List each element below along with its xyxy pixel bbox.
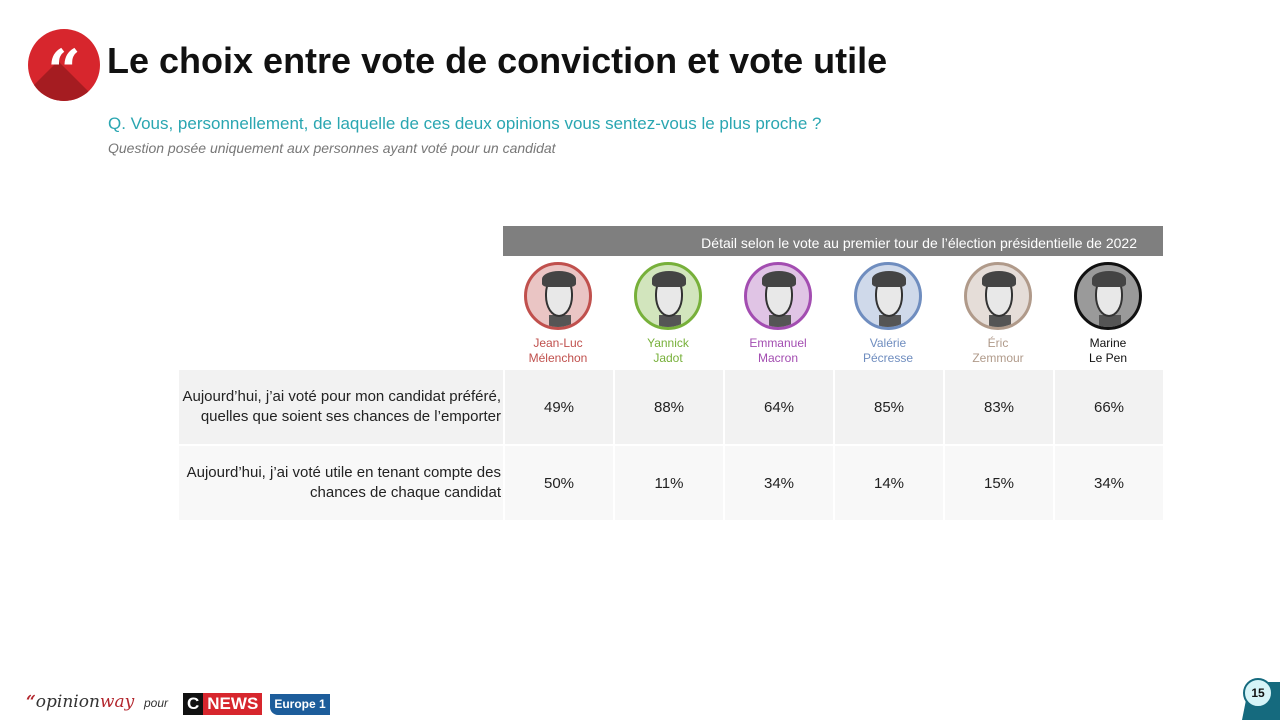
page-number: 15 bbox=[1243, 678, 1273, 708]
candidate-last-name: Jadot bbox=[653, 351, 683, 365]
candidate-column: Valérie Pécresse bbox=[833, 258, 943, 370]
portrait-hair bbox=[762, 271, 796, 287]
candidate-portrait-icon bbox=[634, 262, 702, 330]
portrait-hair bbox=[872, 271, 906, 287]
portrait-neck bbox=[549, 315, 571, 327]
quote-glyph: “ bbox=[47, 37, 81, 101]
candidate-name: Yannick Jadot bbox=[647, 336, 689, 366]
candidate-last-name: Macron bbox=[757, 351, 798, 365]
portrait-hair bbox=[652, 271, 686, 287]
question-text: Q. Vous, personnellement, de laquelle de… bbox=[108, 114, 822, 133]
table-cell: 15% bbox=[943, 446, 1053, 520]
cnews-logo: C NEWS bbox=[183, 693, 263, 715]
portrait-neck bbox=[769, 315, 791, 327]
table-cell: 64% bbox=[723, 370, 833, 444]
table-cell: 83% bbox=[943, 370, 1053, 444]
candidate-portrait-icon bbox=[964, 262, 1032, 330]
candidate-last-name: Le Pen bbox=[1088, 351, 1128, 365]
candidate-column: Yannick Jadot bbox=[613, 258, 723, 370]
candidate-first-name: Jean-Luc bbox=[533, 336, 583, 350]
portrait-hair bbox=[982, 271, 1016, 287]
cnews-news: NEWS bbox=[203, 693, 263, 715]
candidate-column: Emmanuel Macron bbox=[723, 258, 833, 370]
table-cell: 14% bbox=[833, 446, 943, 520]
table-cell: 49% bbox=[503, 370, 613, 444]
table-cell: 34% bbox=[723, 446, 833, 520]
candidate-last-name: Mélenchon bbox=[528, 351, 588, 365]
brand-quote: “ bbox=[26, 692, 36, 712]
candidate-portrait-icon bbox=[1074, 262, 1142, 330]
table-cell: 50% bbox=[503, 446, 613, 520]
cnews-c: C bbox=[183, 693, 204, 715]
opinionway-logo: “opinionway bbox=[26, 692, 134, 712]
table-banner: Détail selon le vote au premier tour de … bbox=[503, 226, 1163, 256]
candidate-portrait-icon bbox=[524, 262, 592, 330]
portrait-neck bbox=[879, 315, 901, 327]
candidate-name: Éric Zemmour bbox=[972, 336, 1023, 366]
candidate-first-name: Valérie bbox=[869, 336, 907, 350]
portrait-neck bbox=[1099, 315, 1121, 327]
candidate-name: Jean-Luc Mélenchon bbox=[529, 336, 588, 366]
candidate-first-name: Yannick bbox=[647, 336, 689, 350]
candidate-last-name: Pécresse bbox=[862, 351, 914, 365]
page-title: Le choix entre vote de conviction et vot… bbox=[107, 40, 888, 81]
footer-pour: pour bbox=[144, 696, 169, 710]
candidate-first-name: Emmanuel bbox=[749, 336, 807, 350]
brand-way: way bbox=[99, 692, 135, 712]
candidate-column: Jean-Luc Mélenchon bbox=[503, 258, 613, 370]
table-cell: 88% bbox=[613, 370, 723, 444]
table-row: Aujourd’hui, j’ai voté pour mon candidat… bbox=[179, 370, 1163, 444]
portrait-neck bbox=[659, 315, 681, 327]
portrait-neck bbox=[989, 315, 1011, 327]
candidate-first-name: Éric bbox=[987, 336, 1009, 350]
europe1-logo: Europe 1 bbox=[270, 694, 330, 715]
brand-opinion: opinion bbox=[35, 692, 100, 712]
candidate-header: Jean-Luc Mélenchon Yannick Jadot Emmanuel Mac… bbox=[503, 258, 1163, 370]
candidate-column: Marine Le Pen bbox=[1053, 258, 1163, 370]
row-label: Aujourd’hui, j’ai voté pour mon candidat… bbox=[182, 388, 501, 425]
candidate-portrait-icon bbox=[744, 262, 812, 330]
candidate-column: Éric Zemmour bbox=[943, 258, 1053, 370]
portrait-hair bbox=[1092, 271, 1126, 287]
table-row: Aujourd’hui, j’ai voté utile en tenant c… bbox=[179, 446, 1163, 520]
candidate-name: Emmanuel Macron bbox=[749, 336, 806, 366]
row-label: Aujourd’hui, j’ai voté utile en tenant c… bbox=[186, 464, 501, 501]
candidate-name: Marine Le Pen bbox=[1089, 336, 1127, 366]
candidate-last-name: Zemmour bbox=[972, 351, 1024, 365]
question-note: Question posée uniquement aux personnes … bbox=[108, 140, 556, 156]
table-cell: 66% bbox=[1053, 370, 1163, 444]
quote-icon: “ bbox=[28, 29, 100, 101]
candidate-portrait-icon bbox=[854, 262, 922, 330]
table-cell: 85% bbox=[833, 370, 943, 444]
table-cell: 34% bbox=[1053, 446, 1163, 520]
candidate-name: Valérie Pécresse bbox=[863, 336, 913, 366]
portrait-hair bbox=[542, 271, 576, 287]
candidate-first-name: Marine bbox=[1089, 336, 1127, 350]
table-cell: 11% bbox=[613, 446, 723, 520]
